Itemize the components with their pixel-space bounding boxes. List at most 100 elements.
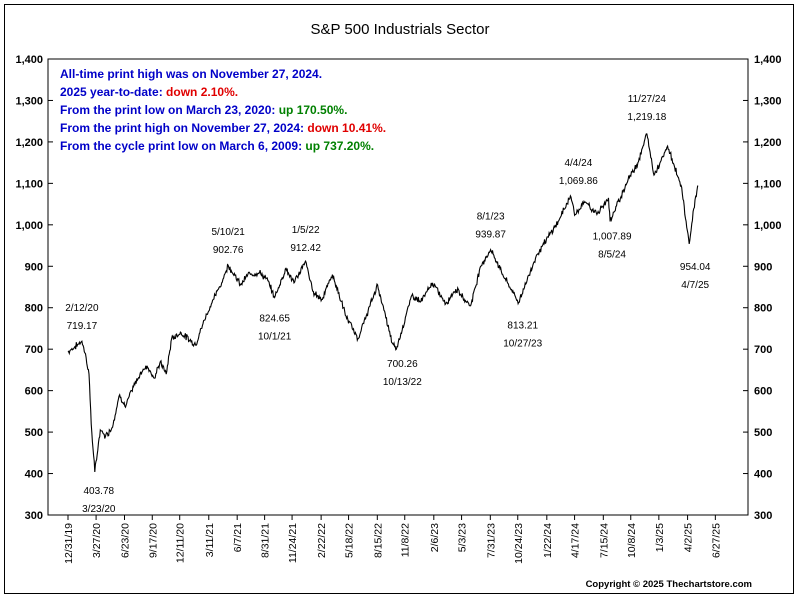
annotation-value: 1,219.18 xyxy=(627,112,666,123)
x-tick-label: 6/23/20 xyxy=(120,523,132,558)
y-tick-label: 600 xyxy=(25,386,43,398)
info-line: From the print low on March 23, 2020: up… xyxy=(60,103,347,117)
info-text: From the cycle print low on March 6, 200… xyxy=(60,139,302,153)
x-tick-label: 4/17/24 xyxy=(570,523,582,558)
annotation-value: 403.78 xyxy=(84,486,115,497)
annotation: 4/4/24 1,069.86 xyxy=(559,158,598,187)
x-tick-label: 1/3/25 xyxy=(654,523,666,552)
y-tick-label: 400 xyxy=(754,469,772,481)
annotation-value: 700.26 xyxy=(387,359,418,370)
y-tick-label: 700 xyxy=(25,344,43,356)
info-highlight: up 737.20%. xyxy=(302,139,374,153)
x-tick-label: 6/27/25 xyxy=(710,523,722,558)
info-line: 2025 year-to-date: down 2.10%. xyxy=(60,85,238,99)
x-tick-label: 5/3/23 xyxy=(457,523,469,552)
y-tick-label: 1,400 xyxy=(15,54,43,66)
annotation: 954.04 4/7/25 xyxy=(680,262,711,291)
y-tick-label: 700 xyxy=(754,344,772,356)
annotation-value: 719.17 xyxy=(67,321,98,332)
annotation: 403.78 3/23/20 xyxy=(82,486,116,515)
info-text: 2025 year-to-date: xyxy=(60,85,163,99)
x-tick-label: 12/31/19 xyxy=(63,523,75,564)
x-tick-label: 10/8/24 xyxy=(626,523,638,558)
annotation: 1,007.89 8/5/24 xyxy=(593,232,632,261)
y-tick-label: 1,300 xyxy=(754,95,782,107)
annotation-date: 11/27/24 xyxy=(628,94,667,105)
info-text: From the print low on March 23, 2020: xyxy=(60,103,275,117)
info-text: All-time print high was on November 27, … xyxy=(60,67,322,81)
info-line: From the print high on November 27, 2024… xyxy=(60,121,386,135)
x-tick-label: 8/31/21 xyxy=(260,523,272,558)
x-tick-label: 6/7/21 xyxy=(232,523,244,552)
y-tick-label: 300 xyxy=(25,510,43,522)
y-tick-label: 1,200 xyxy=(15,137,43,149)
y-tick-label: 1,200 xyxy=(754,137,782,149)
series-line xyxy=(67,133,699,473)
annotation-value: 813.21 xyxy=(507,320,538,331)
annotation-value: 954.04 xyxy=(680,262,711,273)
annotation-date: 4/7/25 xyxy=(681,280,709,291)
chart-frame xyxy=(4,4,794,594)
y-tick-label: 1,400 xyxy=(754,54,782,66)
x-tick-label: 5/18/22 xyxy=(344,523,356,558)
y-tick-label: 800 xyxy=(25,303,43,315)
x-tick-label: 7/15/24 xyxy=(598,523,610,558)
annotation-date: 2/12/20 xyxy=(65,303,99,314)
y-tick-label: 600 xyxy=(754,386,772,398)
x-tick-label: 7/31/23 xyxy=(485,523,497,558)
annotation: 8/1/23 939.87 xyxy=(475,212,506,241)
y-tick-label: 500 xyxy=(25,427,43,439)
info-line: From the cycle print low on March 6, 200… xyxy=(60,139,374,153)
annotation: 2/12/20 719.17 xyxy=(65,303,99,332)
x-tick-label: 4/2/25 xyxy=(683,523,695,552)
annotation: 813.21 10/27/23 xyxy=(503,320,542,349)
x-tick-label: 11/8/22 xyxy=(400,523,412,557)
y-tick-label: 1,100 xyxy=(754,178,782,190)
info-box: All-time print high was on November 27, … xyxy=(60,67,386,153)
annotation-date: 1/5/22 xyxy=(292,225,320,236)
x-tick-label: 12/11/20 xyxy=(175,523,187,563)
y-axis-left: 300 400 500 600 700 800 900 1,000 1,100 1,200 1,30… xyxy=(15,54,53,522)
info-highlight: down 10.41%. xyxy=(304,121,386,135)
annotation-date: 5/10/21 xyxy=(211,227,245,238)
plot-area xyxy=(47,58,749,516)
y-tick-label: 900 xyxy=(25,261,43,273)
annotation-date: 10/13/22 xyxy=(383,377,422,388)
y-tick-label: 400 xyxy=(25,469,43,481)
y-tick-label: 1,300 xyxy=(15,95,43,107)
y-tick-label: 1,000 xyxy=(754,220,782,232)
annotation: 11/27/24 1,219.18 xyxy=(627,94,666,123)
info-highlight: up 170.50%. xyxy=(275,103,347,117)
x-tick-label: 9/17/20 xyxy=(147,523,159,558)
annotation: 5/10/21 902.76 xyxy=(211,227,245,256)
annotation-value: 902.76 xyxy=(213,245,244,256)
x-tick-label: 3/27/20 xyxy=(91,523,103,558)
y-axis-right: 300 400 500 600 700 800 900 1,000 1,100 1,200 1,30… xyxy=(743,54,782,522)
annotation-value: 939.87 xyxy=(475,230,506,241)
y-tick-label: 1,100 xyxy=(15,178,43,190)
y-tick-label: 800 xyxy=(754,303,772,315)
y-tick-label: 1,000 xyxy=(15,220,43,232)
info-highlight: down 2.10%. xyxy=(163,85,238,99)
annotations: 2/12/20 719.17 403.78 3/23/20 5/10/21 902.76 8… xyxy=(65,94,711,515)
x-tick-label: 3/11/21 xyxy=(204,523,216,557)
annotation-date: 8/1/23 xyxy=(477,212,505,223)
annotation: 824.65 10/1/21 xyxy=(258,314,292,343)
chart-title: S&P 500 Industrials Sector xyxy=(311,21,490,38)
x-tick-label: 10/24/23 xyxy=(513,523,525,564)
annotation-value: 1,007.89 xyxy=(593,232,632,243)
x-tick-label: 1/22/24 xyxy=(542,523,554,558)
x-tick-label: 8/15/22 xyxy=(372,523,384,558)
annotation: 700.26 10/13/22 xyxy=(383,359,422,388)
annotation-date: 8/5/24 xyxy=(598,250,626,261)
x-tick-label: 2/22/22 xyxy=(316,523,328,558)
info-text: From the print high on November 27, 2024… xyxy=(60,121,304,135)
annotation-value: 1,069.86 xyxy=(559,176,598,187)
copyright: Copyright © 2025 Thechartstore.com xyxy=(586,579,752,590)
y-tick-label: 300 xyxy=(754,510,772,522)
annotation: 1/5/22 912.42 xyxy=(290,225,321,254)
annotation-date: 3/23/20 xyxy=(82,504,116,515)
annotation-date: 10/1/21 xyxy=(258,332,292,343)
annotation-value: 824.65 xyxy=(259,314,290,325)
